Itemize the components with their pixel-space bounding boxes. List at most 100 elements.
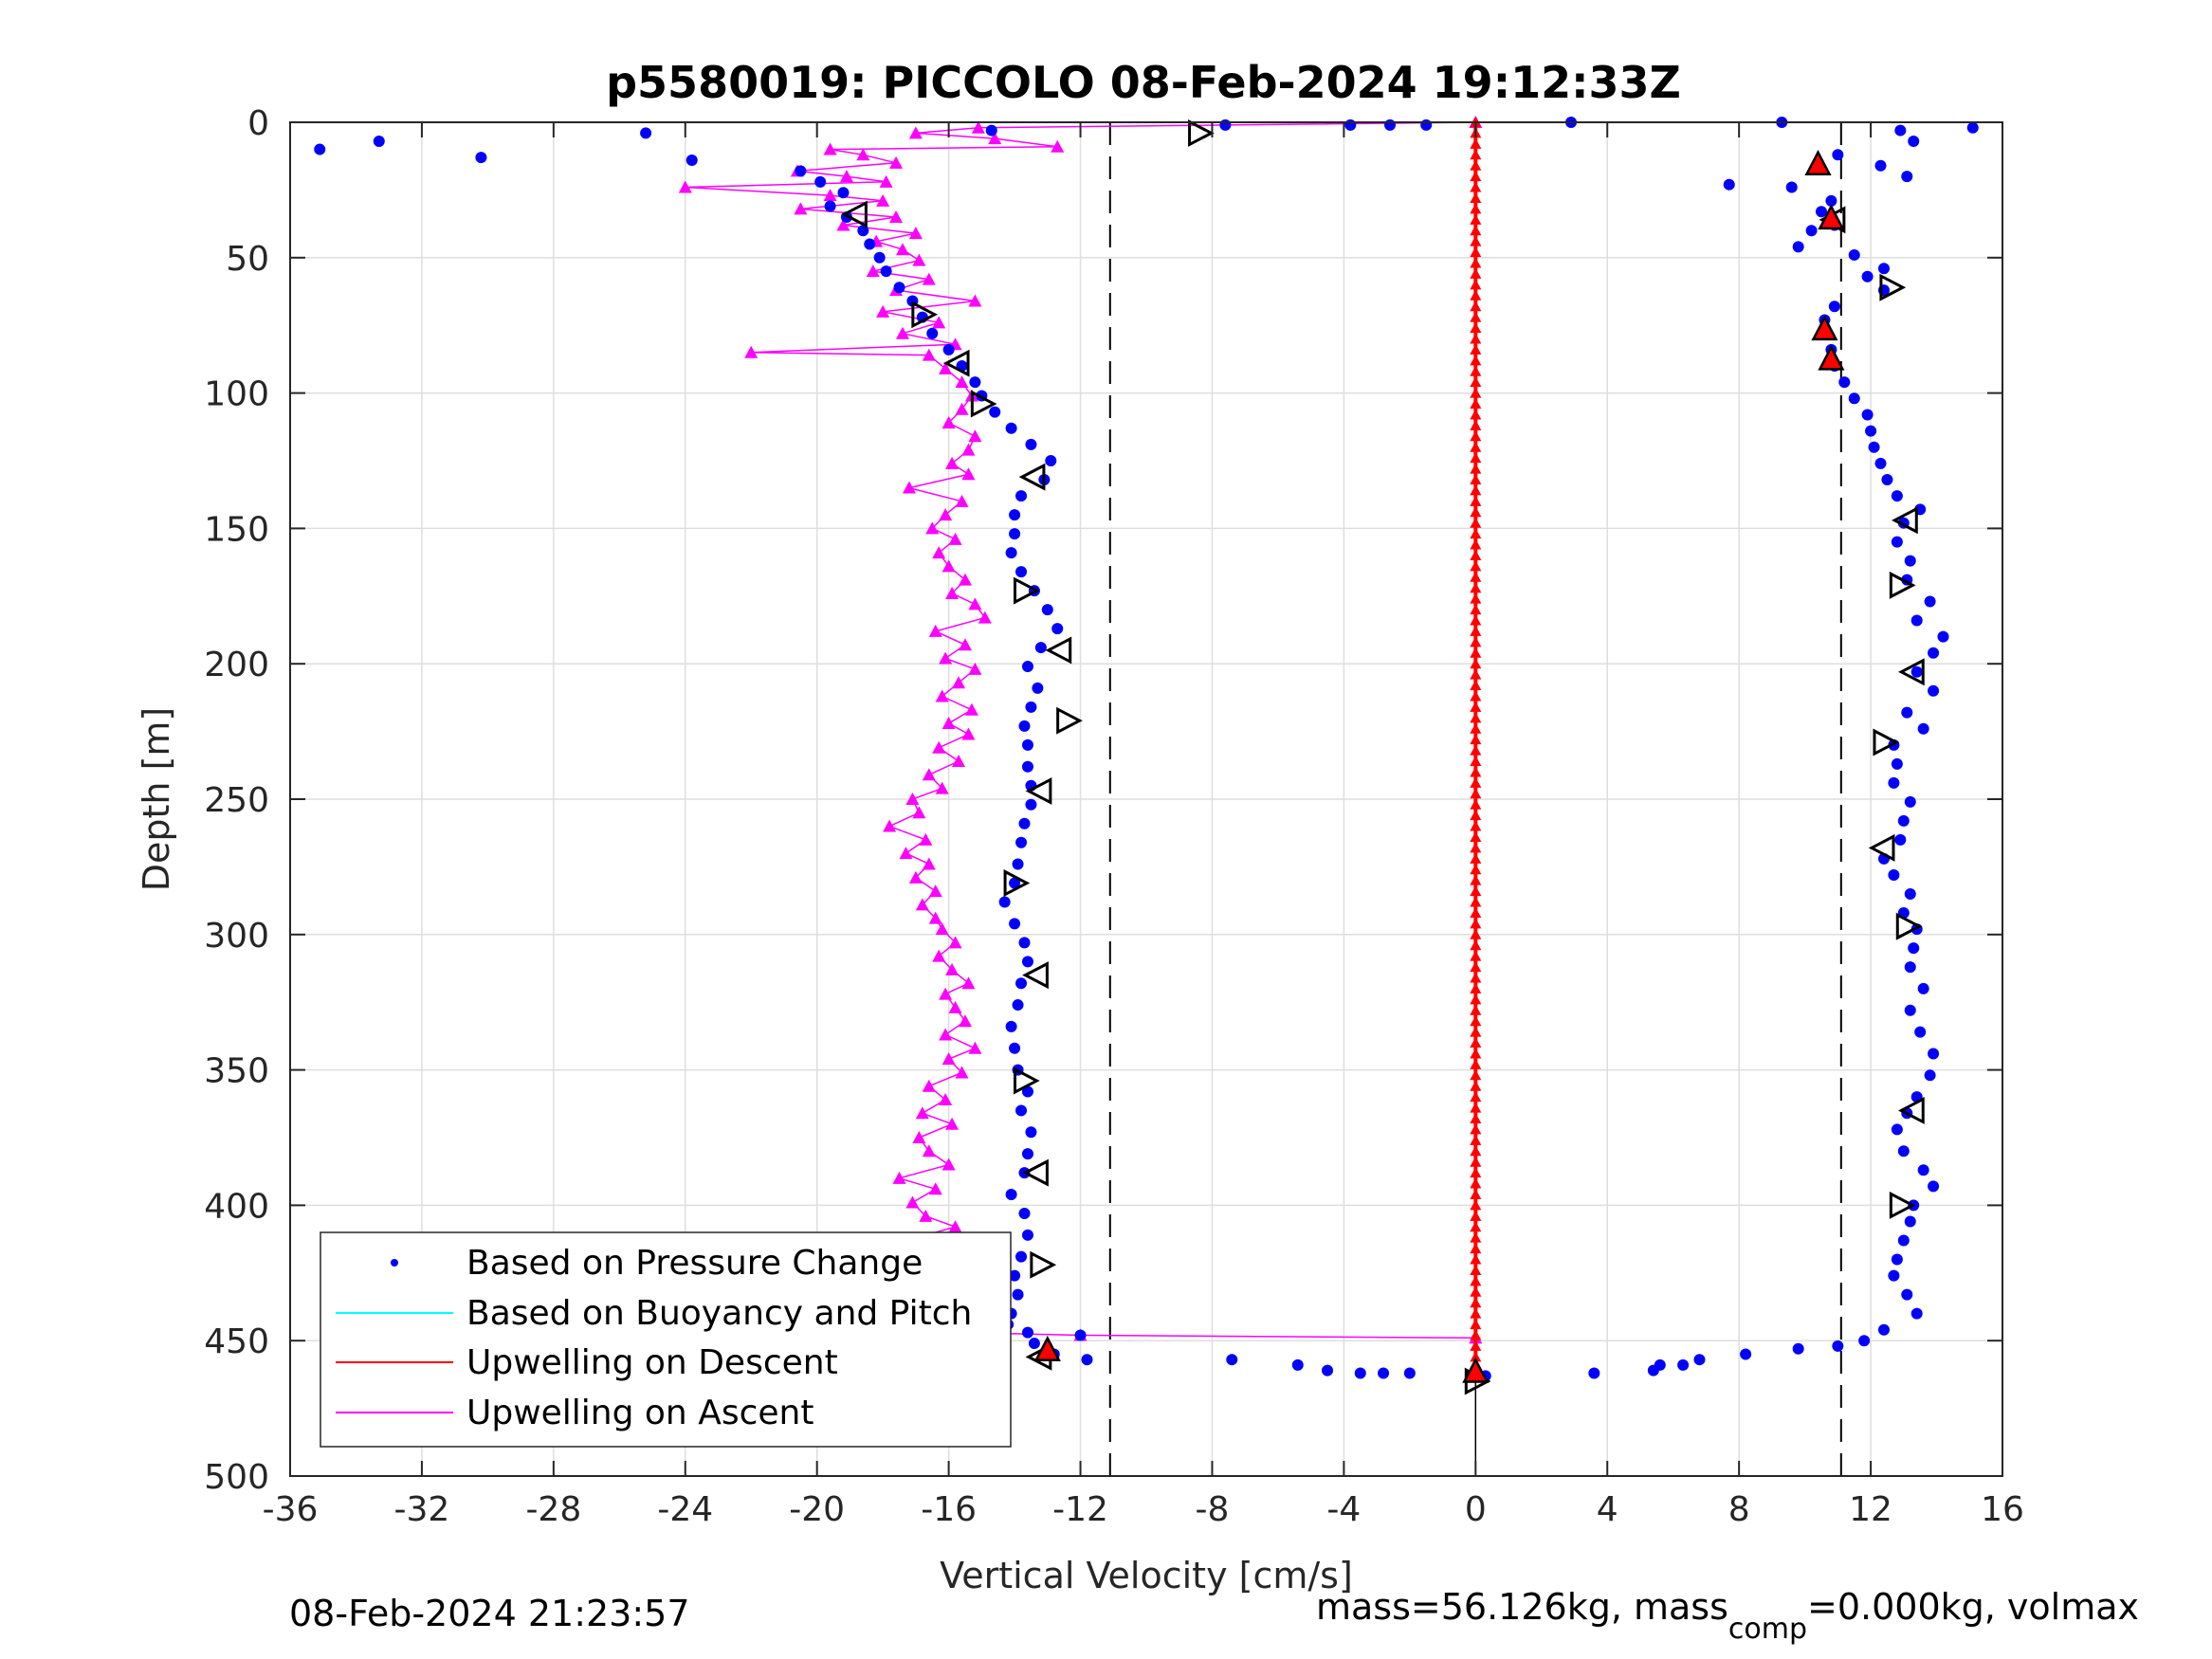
sensor-triangle-marker	[1013, 576, 1040, 605]
legend-label: Based on Buoyancy and Pitch	[466, 1294, 972, 1333]
ascent-point	[961, 976, 976, 990]
descent-point	[1470, 1134, 1482, 1145]
pressure-point	[1848, 248, 1860, 261]
pressure-point	[1904, 1004, 1916, 1016]
descent-point	[1470, 1188, 1482, 1199]
ascent-point	[945, 1117, 960, 1130]
pressure-point	[926, 327, 939, 339]
ascent-point	[928, 911, 942, 924]
ascent-point	[941, 1158, 956, 1171]
descent-point	[1470, 614, 1482, 626]
ascent-point	[945, 962, 960, 975]
descent-point	[1470, 1069, 1482, 1081]
ascent-point	[905, 1195, 920, 1209]
ascent-point	[968, 294, 982, 307]
descent-point	[1470, 495, 1482, 506]
pressure-point	[989, 406, 1001, 418]
sensor-triangle-marker	[1013, 1066, 1040, 1095]
descent-point	[1470, 213, 1482, 225]
pressure-point	[1009, 1042, 1021, 1054]
pressure-point	[1910, 614, 1923, 627]
pressure-point	[1226, 1354, 1238, 1366]
pressure-point	[1904, 555, 1916, 567]
ascent-point	[922, 1144, 936, 1158]
ascent-point	[955, 1066, 969, 1079]
pressure-point	[1025, 438, 1037, 450]
pressure-point	[1005, 547, 1017, 559]
x-tick-label: -4	[1326, 1490, 1361, 1529]
pressure-point	[1021, 1148, 1033, 1160]
legend-marker	[391, 1259, 398, 1267]
descent-point	[1470, 1080, 1482, 1091]
ascent-point	[945, 586, 960, 599]
descent-point	[1470, 528, 1482, 539]
descent-point	[1470, 301, 1482, 312]
pressure-point	[1018, 817, 1031, 830]
pressure-point	[1025, 798, 1037, 811]
descent-point	[1470, 538, 1482, 550]
y-tick-label: 100	[204, 375, 269, 414]
pressure-point	[686, 154, 698, 166]
descent-point	[1470, 961, 1482, 973]
descent-point	[1470, 1221, 1482, 1232]
pressure-point	[1025, 1126, 1037, 1139]
descent-point	[1470, 701, 1482, 712]
pressure-point	[1891, 536, 1903, 548]
descent-point	[1470, 756, 1482, 767]
ascent-point	[925, 521, 940, 535]
descent-point	[1470, 788, 1482, 799]
pressure-point	[1015, 1104, 1028, 1117]
ascent-point	[941, 717, 956, 730]
triangle-markers	[841, 118, 1925, 1395]
descent-point	[1470, 1264, 1482, 1275]
ascent-point	[955, 494, 969, 507]
ascent-point	[955, 402, 969, 415]
descent-point	[1470, 355, 1482, 366]
pressure-point	[1005, 1020, 1017, 1032]
descent-point	[1470, 452, 1482, 464]
ascent-point	[922, 272, 936, 285]
descent-point	[1470, 419, 1482, 430]
pressure-point	[1917, 1164, 1929, 1176]
ascent-point	[902, 481, 916, 494]
ascent-point	[948, 532, 962, 545]
ascent-point	[928, 1182, 942, 1195]
pressure-point	[1888, 868, 1900, 881]
descent-point	[1470, 246, 1482, 258]
descent-point	[1470, 1026, 1482, 1037]
ascent-point	[922, 768, 936, 781]
ascent-point	[905, 793, 920, 805]
descent-point	[1470, 712, 1482, 723]
pressure-point	[1034, 642, 1047, 654]
pressure-point	[1874, 457, 1887, 469]
pressure-point	[1403, 1367, 1416, 1379]
pressure-point	[1012, 999, 1024, 1012]
pressure-point	[1874, 159, 1887, 172]
ascent-point	[958, 638, 972, 651]
sensor-triangle-marker	[1045, 636, 1072, 665]
ascent-point	[948, 936, 962, 949]
pressure-point	[1021, 1326, 1033, 1339]
descent-point	[1470, 387, 1482, 398]
pressure-point	[837, 187, 850, 199]
y-tick-label: 200	[204, 646, 269, 684]
pressure-point	[1904, 961, 1916, 974]
pressure-point	[795, 165, 807, 177]
ascent-point	[948, 1220, 962, 1233]
sensor-triangle-marker	[1188, 118, 1215, 147]
ascent-point	[895, 243, 909, 256]
pressure-point	[1322, 1364, 1334, 1376]
descent-point	[1470, 1307, 1482, 1319]
descent-point	[1470, 322, 1482, 334]
descent-point	[1470, 1210, 1482, 1221]
pressure-point	[1384, 118, 1397, 131]
footer-timestamp: 08-Feb-2024 21:23:57	[289, 1593, 690, 1634]
descent-point	[1470, 994, 1482, 1005]
ascent-point	[961, 443, 976, 456]
pressure-point	[1025, 701, 1037, 713]
y-tick-label: 450	[204, 1322, 269, 1361]
pressure-point	[814, 175, 827, 188]
y-tick-label: 400	[204, 1187, 269, 1226]
descent-point	[1470, 798, 1482, 810]
pressure-point	[1928, 647, 1940, 659]
